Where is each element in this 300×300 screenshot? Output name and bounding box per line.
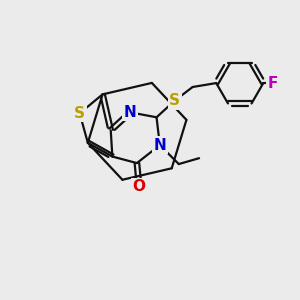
- Text: N: N: [124, 105, 137, 120]
- Text: N: N: [153, 138, 166, 153]
- Text: O: O: [133, 179, 146, 194]
- Text: S: S: [169, 93, 180, 108]
- Text: F: F: [268, 76, 278, 91]
- Text: S: S: [74, 106, 85, 121]
